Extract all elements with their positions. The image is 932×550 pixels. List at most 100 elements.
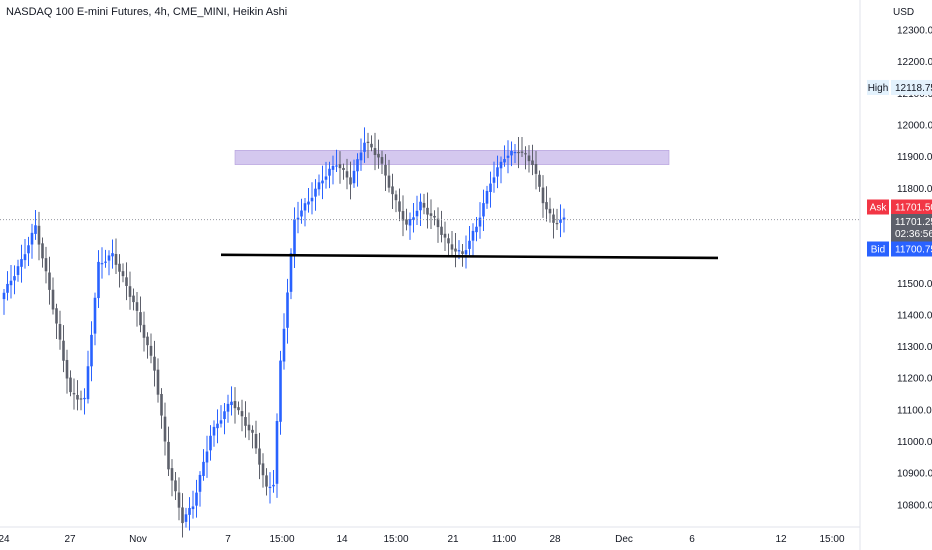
- candle[interactable]: [524, 146, 527, 170]
- candle[interactable]: [317, 174, 321, 196]
- candle[interactable]: [314, 179, 317, 211]
- candle[interactable]: [377, 139, 380, 169]
- candle[interactable]: [72, 378, 76, 410]
- candle[interactable]: [545, 186, 548, 222]
- candle[interactable]: [331, 155, 335, 185]
- candle[interactable]: [447, 233, 450, 258]
- candle[interactable]: [230, 386, 233, 416]
- candle[interactable]: [237, 401, 240, 415]
- candle[interactable]: [321, 165, 324, 200]
- candle[interactable]: [2, 288, 6, 315]
- candle[interactable]: [289, 248, 293, 300]
- candle[interactable]: [121, 263, 125, 283]
- candle[interactable]: [527, 145, 531, 173]
- candle[interactable]: [471, 223, 475, 257]
- candle[interactable]: [195, 479, 198, 518]
- candle[interactable]: [265, 468, 268, 496]
- candle[interactable]: [335, 149, 338, 172]
- candle[interactable]: [58, 310, 62, 350]
- candle[interactable]: [244, 401, 247, 438]
- candle[interactable]: [275, 413, 279, 498]
- candle[interactable]: [100, 247, 104, 279]
- candle[interactable]: [240, 399, 244, 432]
- candle[interactable]: [468, 225, 471, 256]
- candle[interactable]: [191, 490, 195, 519]
- candle[interactable]: [149, 333, 153, 364]
- candle[interactable]: [450, 231, 454, 257]
- candle[interactable]: [233, 387, 237, 424]
- candle[interactable]: [513, 144, 517, 164]
- candle[interactable]: [475, 216, 478, 242]
- candle[interactable]: [219, 405, 223, 428]
- candle[interactable]: [541, 175, 545, 218]
- candle[interactable]: [27, 236, 30, 267]
- candle[interactable]: [506, 140, 510, 174]
- candle[interactable]: [146, 332, 149, 359]
- candle[interactable]: [125, 262, 128, 301]
- candle[interactable]: [55, 303, 58, 340]
- candle[interactable]: [114, 238, 118, 274]
- candle[interactable]: [559, 204, 562, 238]
- candle[interactable]: [51, 277, 55, 315]
- candle[interactable]: [279, 350, 282, 435]
- candle[interactable]: [296, 201, 300, 234]
- candle[interactable]: [352, 159, 356, 188]
- candle[interactable]: [499, 156, 503, 184]
- candle[interactable]: [478, 202, 482, 239]
- candle[interactable]: [282, 313, 286, 370]
- candle[interactable]: [359, 138, 363, 171]
- candle[interactable]: [394, 190, 398, 213]
- candle[interactable]: [363, 127, 366, 163]
- candle[interactable]: [247, 412, 251, 441]
- candle[interactable]: [23, 239, 27, 269]
- candle[interactable]: [517, 136, 520, 169]
- candle[interactable]: [184, 507, 188, 528]
- candle[interactable]: [44, 246, 48, 284]
- candle[interactable]: [555, 208, 559, 231]
- candle[interactable]: [349, 161, 352, 200]
- candle[interactable]: [258, 432, 261, 480]
- candle[interactable]: [496, 155, 499, 189]
- candle[interactable]: [69, 370, 72, 397]
- candle[interactable]: [342, 163, 345, 180]
- candle[interactable]: [90, 321, 93, 382]
- candle[interactable]: [135, 291, 139, 327]
- candle[interactable]: [419, 193, 422, 227]
- candle[interactable]: [286, 278, 289, 344]
- candle[interactable]: [492, 161, 496, 193]
- candle[interactable]: [139, 296, 142, 333]
- candle[interactable]: [198, 471, 202, 507]
- candle[interactable]: [132, 288, 135, 311]
- candle[interactable]: [226, 394, 230, 423]
- candle[interactable]: [177, 477, 181, 521]
- resistance-zone[interactable]: [234, 150, 670, 165]
- candle[interactable]: [48, 256, 51, 305]
- candle[interactable]: [405, 208, 408, 231]
- candle[interactable]: [366, 132, 370, 159]
- candle[interactable]: [272, 470, 275, 493]
- candle[interactable]: [188, 497, 191, 531]
- candle[interactable]: [464, 235, 468, 269]
- candle[interactable]: [503, 145, 506, 167]
- candle[interactable]: [20, 244, 23, 283]
- candle[interactable]: [443, 221, 447, 252]
- candle[interactable]: [454, 232, 457, 268]
- candle[interactable]: [170, 459, 174, 497]
- candle[interactable]: [482, 189, 485, 232]
- candle[interactable]: [534, 150, 538, 190]
- candle[interactable]: [548, 197, 552, 223]
- candle[interactable]: [338, 151, 342, 184]
- candle[interactable]: [433, 210, 436, 226]
- candle[interactable]: [212, 420, 216, 447]
- candle[interactable]: [370, 135, 373, 152]
- candle[interactable]: [398, 188, 401, 222]
- candle[interactable]: [520, 137, 524, 157]
- candle[interactable]: [380, 150, 384, 175]
- candle[interactable]: [303, 197, 307, 227]
- candle[interactable]: [205, 435, 209, 478]
- candle[interactable]: [118, 254, 121, 288]
- candle[interactable]: [562, 208, 566, 233]
- candle[interactable]: [324, 161, 328, 189]
- candle[interactable]: [307, 187, 310, 213]
